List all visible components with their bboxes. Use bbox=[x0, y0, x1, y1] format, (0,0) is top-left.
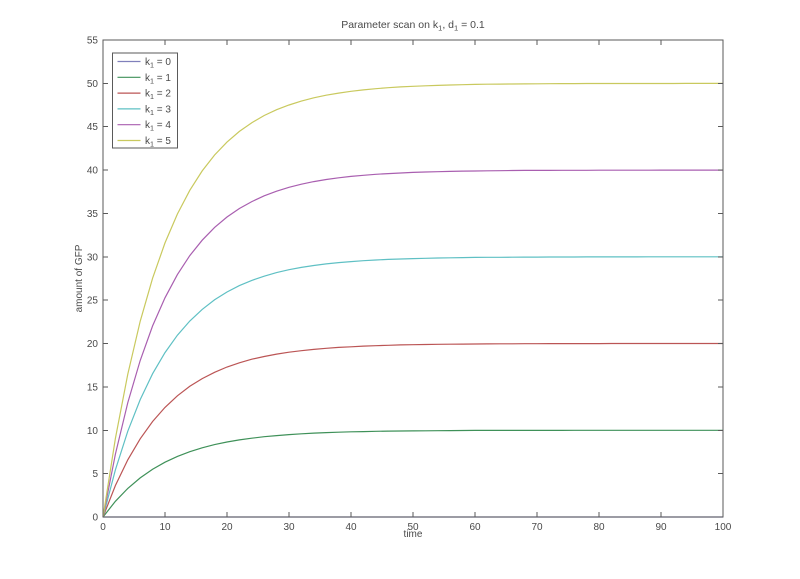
x-tick-label: 0 bbox=[100, 522, 106, 533]
y-tick-label: 35 bbox=[87, 209, 99, 220]
x-tick-label: 100 bbox=[715, 522, 732, 533]
legend-entry: k1 = 4 bbox=[117, 120, 171, 133]
axis-ticks bbox=[102, 39, 724, 518]
series-curve-5 bbox=[102, 82, 723, 518]
y-tick-label: 40 bbox=[87, 166, 99, 177]
series-curves bbox=[102, 82, 723, 518]
legend-entry-label: k1 = 5 bbox=[145, 136, 171, 149]
y-tick-label: 30 bbox=[87, 252, 99, 263]
y-tick-label: 20 bbox=[87, 339, 99, 350]
y-tick-label: 10 bbox=[87, 426, 99, 437]
legend-entry: k1 = 1 bbox=[117, 73, 171, 86]
x-tick-label: 60 bbox=[469, 522, 481, 533]
y-tick-label: 25 bbox=[87, 296, 99, 307]
x-tick-label: 40 bbox=[345, 522, 357, 533]
legend-entry: k1 = 3 bbox=[117, 104, 171, 117]
axis-tick-labels: 0 10 20 30 40 50 60 70 80 90 100 0 5 10 15 20 25 30 35 40 45… bbox=[87, 36, 732, 534]
series-curve-4 bbox=[102, 169, 723, 518]
y-tick-label: 55 bbox=[87, 36, 99, 47]
legend: k1 = 0 k1 = 1 k1 = 2 k1 = 3 k1 = 4 k1 = 5 bbox=[112, 52, 178, 149]
chart-title: Parameter scan on k1, d1 = 0.1 bbox=[341, 19, 485, 33]
legend-entry-label: k1 = 2 bbox=[145, 89, 171, 102]
legend-entries: k1 = 0 k1 = 1 k1 = 2 k1 = 3 k1 = 4 k1 = 5 bbox=[117, 57, 171, 149]
y-axis-label: amount of GFP bbox=[74, 244, 85, 312]
x-tick-label: 30 bbox=[283, 522, 295, 533]
y-tick-label: 45 bbox=[87, 122, 99, 133]
x-tick-label: 20 bbox=[221, 522, 233, 533]
legend-entry-label: k1 = 0 bbox=[145, 57, 171, 70]
series-curve-1 bbox=[102, 429, 723, 518]
y-tick-label: 50 bbox=[87, 79, 99, 90]
legend-entry-label: k1 = 4 bbox=[145, 120, 171, 133]
legend-entry-label: k1 = 1 bbox=[145, 73, 171, 86]
x-tick-label: 50 bbox=[407, 522, 419, 533]
legend-entry: k1 = 0 bbox=[117, 57, 171, 70]
x-tick-label: 10 bbox=[159, 522, 171, 533]
plot-box bbox=[102, 39, 724, 518]
y-tick-label: 15 bbox=[87, 382, 99, 393]
legend-box bbox=[112, 52, 178, 149]
legend-entry-label: k1 = 3 bbox=[145, 104, 171, 117]
legend-entry: k1 = 2 bbox=[117, 89, 171, 102]
series-curve-2 bbox=[102, 342, 723, 518]
y-tick-label: 0 bbox=[92, 513, 98, 524]
legend-entry: k1 = 5 bbox=[117, 136, 171, 149]
series-curve-3 bbox=[102, 256, 723, 518]
x-tick-label: 70 bbox=[531, 522, 543, 533]
x-axis-label: time bbox=[404, 529, 423, 540]
x-tick-label: 90 bbox=[655, 522, 667, 533]
x-tick-label: 80 bbox=[593, 522, 605, 533]
y-tick-label: 5 bbox=[92, 469, 98, 480]
